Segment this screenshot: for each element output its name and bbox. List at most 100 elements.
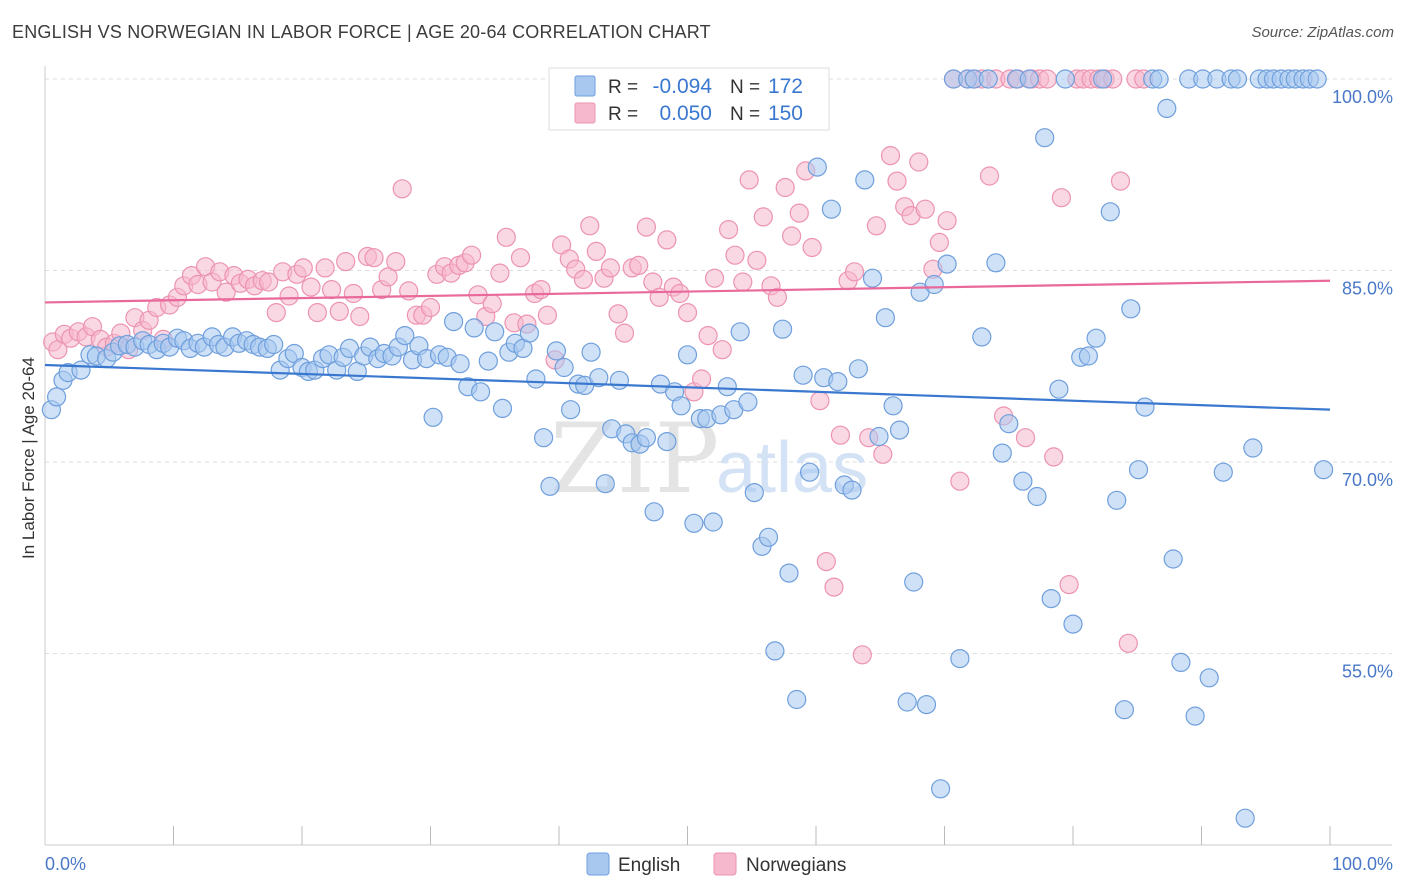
stats-legend: R = -0.094 N = 172 R = 0.050 N = 150: [548, 67, 830, 131]
english-point: [992, 443, 1012, 463]
tick-labels: 55.0% 70.0% 85.0% 100.0% 0.0% 100.0%: [45, 87, 1393, 874]
english-point: [1243, 438, 1263, 458]
norwegian-point: [378, 267, 398, 287]
norwegian-point: [600, 258, 621, 278]
english-point: [636, 428, 657, 448]
english-point: [1055, 69, 1075, 89]
norwegian-point: [608, 304, 628, 324]
norwegian-point: [1118, 633, 1138, 653]
norwegian-point: [315, 258, 335, 278]
norwegian-point: [614, 323, 635, 343]
english-point: [897, 692, 917, 712]
english-point: [471, 382, 491, 402]
norwegian-point: [887, 171, 907, 191]
norwegian-point: [496, 227, 516, 247]
english-point: [444, 312, 464, 332]
norwegian-point: [767, 287, 788, 307]
norwegian-point: [802, 237, 822, 258]
english-point: [1313, 460, 1334, 480]
grid-lines: [45, 78, 1392, 654]
norwegian-point: [775, 177, 795, 198]
r-label: R =: [608, 104, 638, 125]
english-point: [930, 779, 951, 799]
english-point: [855, 170, 875, 190]
english-point: [1107, 490, 1127, 510]
legend-english-swatch: [586, 852, 610, 876]
english-point: [924, 274, 944, 295]
english-point: [1078, 346, 1099, 366]
x-tick-label: 100.0%: [1332, 854, 1393, 874]
norwegian-point: [490, 263, 510, 283]
norwegian-point: [510, 248, 531, 268]
english-point: [1049, 379, 1069, 399]
english-point: [772, 319, 793, 339]
english-point: [533, 428, 554, 448]
english-point: [1063, 614, 1083, 634]
series-norwegians: [43, 69, 1154, 665]
norwegian-point: [279, 286, 299, 306]
english-swatch: [574, 75, 596, 97]
english-point: [1199, 668, 1219, 688]
english-point: [1227, 69, 1248, 89]
series-legend: English Norwegians: [586, 852, 846, 876]
english-point: [46, 387, 67, 407]
norwegian-point: [873, 444, 893, 464]
english-point: [828, 372, 848, 392]
english-point: [464, 318, 484, 338]
english-point: [972, 327, 992, 347]
english-point: [1213, 462, 1233, 482]
norwegian-point: [266, 303, 286, 323]
english-point: [950, 648, 970, 669]
norwegian-point: [677, 303, 698, 323]
english-point: [540, 476, 560, 496]
english-point: [1157, 98, 1177, 119]
y-tick-label: 85.0%: [1342, 279, 1393, 299]
norwegian-point: [586, 241, 606, 261]
y-tick-label: 55.0%: [1342, 662, 1393, 682]
english-point: [1185, 706, 1205, 726]
norwegian-point: [789, 203, 809, 223]
english-point: [1041, 588, 1061, 609]
legend-norwegians-swatch: [713, 852, 737, 876]
english-point: [842, 480, 862, 500]
norwegian-point: [629, 255, 649, 275]
y-axis-label: In Labor Force | Age 20-64: [19, 357, 38, 559]
norwegian-point: [725, 245, 745, 265]
english-point: [1092, 69, 1113, 89]
norwegian-point: [392, 179, 412, 199]
english-point: [677, 345, 698, 365]
english-point: [779, 563, 799, 583]
english-point: [609, 370, 630, 390]
english-point: [1013, 471, 1033, 491]
r-value-english: -0.094: [652, 75, 712, 98]
english-point: [999, 414, 1019, 434]
english-point: [595, 474, 615, 494]
english-point: [554, 357, 574, 378]
axes: [44, 66, 1392, 846]
english-point: [560, 400, 581, 420]
english-point: [1235, 808, 1255, 828]
norwegian-point: [462, 245, 482, 265]
english-point: [978, 69, 998, 89]
english-point: [703, 512, 723, 532]
norwegian-point: [259, 272, 279, 292]
english-point: [423, 407, 443, 427]
n-value-norwegians: 150: [768, 102, 803, 125]
n-label: N =: [730, 77, 760, 98]
english-point: [1128, 460, 1149, 480]
norwegian-point: [343, 283, 363, 304]
english-point: [657, 432, 677, 452]
norwegian-point: [329, 301, 349, 321]
watermark-zip: ZIP: [550, 403, 719, 515]
english-point: [450, 354, 470, 374]
norwegian-point: [537, 305, 558, 325]
english-point: [644, 502, 664, 522]
norwegian-point: [781, 226, 802, 246]
norwegian-point: [704, 268, 725, 288]
english-point: [807, 157, 827, 177]
english-point: [519, 323, 540, 343]
english-point: [589, 368, 609, 388]
norwegian-trend-line: [44, 279, 1331, 304]
norwegian-point: [293, 258, 313, 278]
english-point: [1100, 202, 1120, 222]
